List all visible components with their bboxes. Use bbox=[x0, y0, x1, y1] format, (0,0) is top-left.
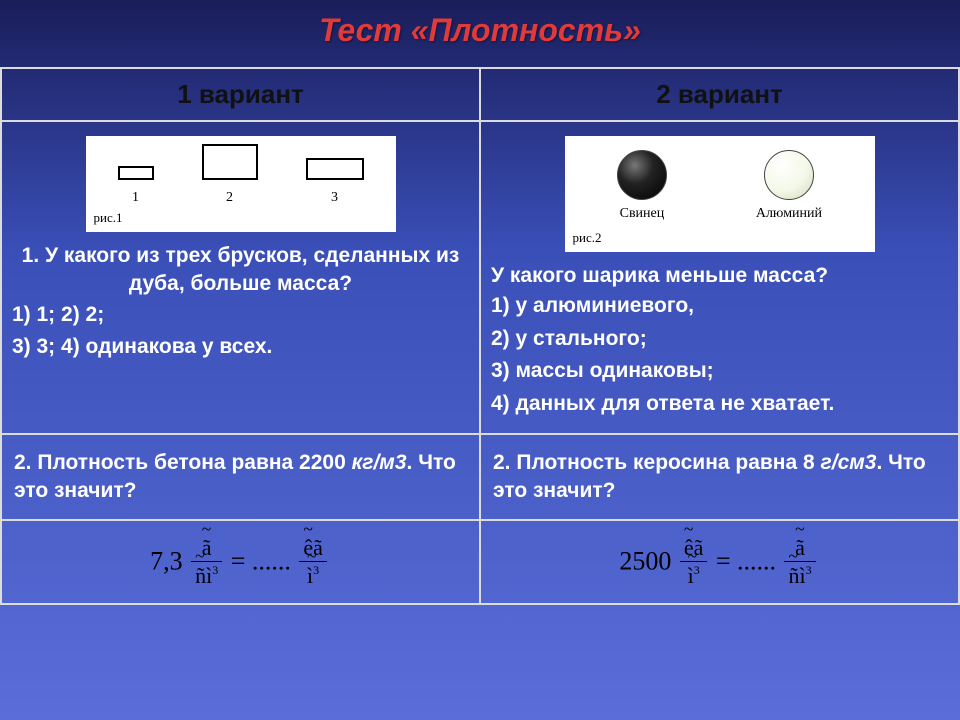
v1-f1-sup: 3 bbox=[212, 563, 218, 577]
v1-q1-text: 1. У какого из трех брусков, сделанных и… bbox=[12, 242, 469, 299]
v2-formula-lead: 2500 bbox=[619, 547, 671, 576]
v1-frac2: êã ì3 bbox=[299, 537, 327, 586]
v2-formula-mid: = ...... bbox=[716, 547, 776, 576]
v1-q2-pre: 2. Плотность бетона равна 2200 bbox=[14, 451, 352, 474]
v2-f2-den: ñì bbox=[788, 563, 805, 588]
quiz-table: 1 вариант 2 вариант 1 2 3 рис.1 1. У каког… bbox=[0, 67, 960, 605]
bar-label: 1 bbox=[132, 190, 139, 206]
v1-figure-caption: рис.1 bbox=[94, 210, 388, 226]
bar-column: 2 bbox=[202, 144, 258, 206]
v1-formula-cell: 7,3 ã ñì3 = ...... êã ì3 bbox=[1, 520, 480, 603]
answer-option: 3) массы одинаковы; bbox=[491, 355, 948, 388]
v1-formula-lead: 7,3 bbox=[150, 547, 183, 576]
bar-column: 3 bbox=[306, 158, 364, 206]
sphere-label: Алюминий bbox=[756, 206, 822, 222]
answer-option: 4) данных для ответа не хватает. bbox=[491, 388, 948, 421]
v2-q2-cell: 2. Плотность керосина равна 8 г/см3. Что… bbox=[480, 434, 959, 521]
sphere-label: Свинец bbox=[620, 206, 665, 222]
sphere-icon bbox=[764, 150, 814, 200]
v1-opts-line1: 1) 1; 2) 2; bbox=[12, 299, 469, 332]
v1-q1-cell: 1 2 3 рис.1 1. У какого из трех брусков, с… bbox=[1, 121, 480, 434]
v1-frac1: ã ñì3 bbox=[191, 537, 222, 586]
sphere-icon bbox=[617, 150, 667, 200]
page-title: Тест «Плотность» bbox=[0, 0, 960, 67]
v2-frac2: ã ñì3 bbox=[784, 537, 815, 586]
sphere-column: Свинец bbox=[617, 150, 667, 222]
v1-opts-line2: 3) 3; 4) одинакова у всех. bbox=[12, 331, 469, 364]
v2-q2-pre: 2. Плотность керосина равна 8 bbox=[493, 451, 821, 474]
bar-rect bbox=[202, 144, 258, 180]
bar-rect bbox=[306, 158, 364, 180]
question1-row: 1 2 3 рис.1 1. У какого из трех брусков, с… bbox=[1, 121, 959, 434]
v1-f1-den: ñì bbox=[195, 563, 212, 588]
answer-option: 2) у стального; bbox=[491, 323, 948, 356]
v2-f2-sup: 3 bbox=[806, 563, 812, 577]
header-row: 1 вариант 2 вариант bbox=[1, 68, 959, 121]
bar-label: 2 bbox=[226, 190, 233, 206]
header-v2: 2 вариант bbox=[480, 68, 959, 121]
bar-column: 1 bbox=[118, 166, 154, 206]
v1-formula-mid: = ...... bbox=[231, 547, 291, 576]
answer-option: 1) у алюминиевого, bbox=[491, 290, 948, 323]
bar-rect bbox=[118, 166, 154, 180]
v2-figure: Свинец Алюминий рис.2 bbox=[565, 136, 875, 252]
question2-row: 2. Плотность бетона равна 2200 кг/м3. Чт… bbox=[1, 434, 959, 521]
bar-label: 3 bbox=[331, 190, 338, 206]
v2-figure-caption: рис.2 bbox=[573, 230, 867, 246]
v1-figure: 1 2 3 рис.1 bbox=[86, 136, 396, 232]
formula-row: 7,3 ã ñì3 = ...... êã ì3 2500 êã ì3 = ..… bbox=[1, 520, 959, 603]
v2-formula-cell: 2500 êã ì3 = ...... ã ñì3 bbox=[480, 520, 959, 603]
v2-q2-unit: г/см3 bbox=[821, 451, 877, 474]
sphere-column: Алюминий bbox=[756, 150, 822, 222]
v1-q2-cell: 2. Плотность бетона равна 2200 кг/м3. Чт… bbox=[1, 434, 480, 521]
v2-q1-cell: Свинец Алюминий рис.2 У какого шарика мен… bbox=[480, 121, 959, 434]
v2-q1-text: У какого шарика меньше масса? bbox=[491, 262, 948, 290]
v1-q2-unit: кг/м3 bbox=[352, 451, 407, 474]
header-v1: 1 вариант bbox=[1, 68, 480, 121]
v2-f1-den: ì bbox=[688, 563, 694, 588]
v1-f2-den: ì bbox=[307, 563, 313, 588]
v2-frac1: êã ì3 bbox=[680, 537, 708, 586]
